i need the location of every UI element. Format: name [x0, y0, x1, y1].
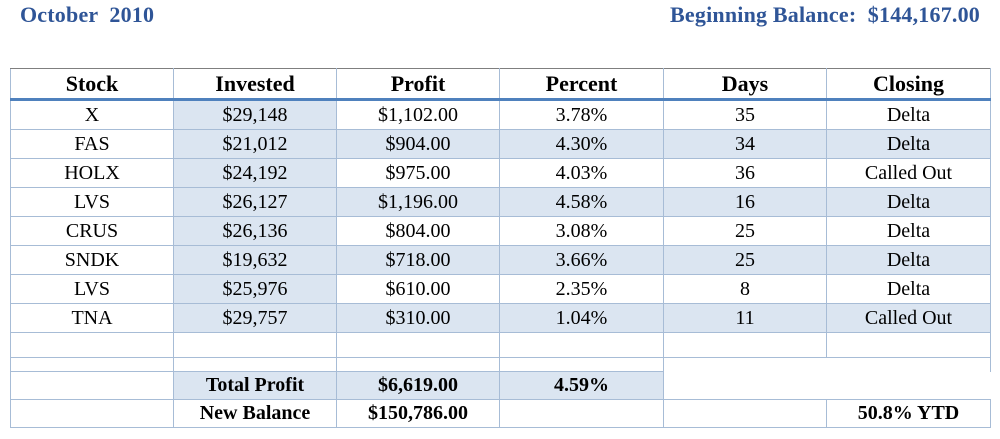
- blank-cell: [11, 400, 174, 428]
- beginning-balance-value: $144,167.00: [868, 2, 980, 27]
- days-cell: 16: [664, 188, 827, 217]
- stock-cell: LVS: [11, 188, 174, 217]
- trades-table: Stock Invested Profit Percent Days Closi…: [10, 68, 991, 428]
- profit-cell: $610.00: [337, 275, 500, 304]
- stock-cell: TNA: [11, 304, 174, 333]
- invested-cell: $26,127: [174, 188, 337, 217]
- percent-cell: 1.04%: [500, 304, 664, 333]
- invested-cell: $25,976: [174, 275, 337, 304]
- period-title: October 2010: [20, 2, 154, 28]
- blank-cell: [500, 333, 664, 358]
- profit-cell: $904.00: [337, 130, 500, 159]
- new-balance-label: New Balance: [174, 400, 337, 428]
- table-row: X $29,148 $1,102.00 3.78% 35 Delta: [11, 100, 991, 130]
- days-cell: 35: [664, 100, 827, 130]
- blank-cell: [337, 358, 500, 372]
- blank-cell: [11, 358, 174, 372]
- blank-cell: [500, 400, 664, 428]
- new-balance-row: New Balance $150,786.00 50.8% YTD: [11, 400, 991, 428]
- blank-row: [11, 358, 991, 372]
- closing-cell: Delta: [827, 100, 991, 130]
- blank-cell: [11, 333, 174, 358]
- blank-cell: [664, 358, 991, 372]
- beginning-balance: Beginning Balance: $144,167.00: [670, 2, 980, 28]
- invested-cell: $24,192: [174, 159, 337, 188]
- percent-cell: 3.08%: [500, 217, 664, 246]
- profit-cell: $975.00: [337, 159, 500, 188]
- new-balance-value: $150,786.00: [337, 400, 500, 428]
- profit-cell: $1,196.00: [337, 188, 500, 217]
- column-header-days: Days: [664, 69, 827, 100]
- column-header-stock: Stock: [11, 69, 174, 100]
- stock-cell: LVS: [11, 275, 174, 304]
- days-cell: 36: [664, 159, 827, 188]
- blank-cell: [337, 333, 500, 358]
- percent-cell: 3.66%: [500, 246, 664, 275]
- blank-cell: [664, 333, 827, 358]
- column-header-invested: Invested: [174, 69, 337, 100]
- column-header-profit: Profit: [337, 69, 500, 100]
- percent-cell: 3.78%: [500, 100, 664, 130]
- percent-cell: 4.30%: [500, 130, 664, 159]
- days-cell: 25: [664, 217, 827, 246]
- days-cell: 25: [664, 246, 827, 275]
- stock-cell: SNDK: [11, 246, 174, 275]
- table-row: FAS $21,012 $904.00 4.30% 34 Delta: [11, 130, 991, 159]
- days-cell: 8: [664, 275, 827, 304]
- profit-cell: $718.00: [337, 246, 500, 275]
- stock-cell: CRUS: [11, 217, 174, 246]
- table-row: TNA $29,757 $310.00 1.04% 11 Called Out: [11, 304, 991, 333]
- total-profit-row: Total Profit $6,619.00 4.59%: [11, 372, 991, 400]
- percent-cell: 4.58%: [500, 188, 664, 217]
- stock-cell: X: [11, 100, 174, 130]
- header-row: Stock Invested Profit Percent Days Closi…: [11, 69, 991, 100]
- closing-cell: Delta: [827, 246, 991, 275]
- percent-cell: 2.35%: [500, 275, 664, 304]
- blank-cell: [174, 358, 337, 372]
- blank-cell: [174, 333, 337, 358]
- beginning-balance-label: Beginning Balance:: [670, 2, 856, 27]
- closing-cell: Delta: [827, 188, 991, 217]
- percent-cell: 4.03%: [500, 159, 664, 188]
- invested-cell: $29,148: [174, 100, 337, 130]
- days-cell: 34: [664, 130, 827, 159]
- blank-cell: [500, 358, 664, 372]
- column-header-closing: Closing: [827, 69, 991, 100]
- invested-cell: $21,012: [174, 130, 337, 159]
- closing-cell: Called Out: [827, 304, 991, 333]
- blank-row: [11, 333, 991, 358]
- total-profit-value: $6,619.00: [337, 372, 500, 400]
- closing-cell: Delta: [827, 130, 991, 159]
- ytd-value: 50.8% YTD: [827, 400, 991, 428]
- table-row: CRUS $26,136 $804.00 3.08% 25 Delta: [11, 217, 991, 246]
- closing-cell: Delta: [827, 217, 991, 246]
- invested-cell: $29,757: [174, 304, 337, 333]
- total-profit-label: Total Profit: [174, 372, 337, 400]
- table-row: LVS $25,976 $610.00 2.35% 8 Delta: [11, 275, 991, 304]
- blank-cell: [827, 333, 991, 358]
- table-row: LVS $26,127 $1,196.00 4.58% 16 Delta: [11, 188, 991, 217]
- profit-cell: $1,102.00: [337, 100, 500, 130]
- blank-cell: [11, 372, 174, 400]
- closing-cell: Delta: [827, 275, 991, 304]
- blank-cell: [664, 400, 827, 428]
- total-profit-percent: 4.59%: [500, 372, 664, 400]
- closing-cell: Called Out: [827, 159, 991, 188]
- invested-cell: $19,632: [174, 246, 337, 275]
- profit-cell: $310.00: [337, 304, 500, 333]
- days-cell: 11: [664, 304, 827, 333]
- blank-cell: [664, 372, 991, 400]
- stock-cell: HOLX: [11, 159, 174, 188]
- invested-cell: $26,136: [174, 217, 337, 246]
- stock-cell: FAS: [11, 130, 174, 159]
- table-row: HOLX $24,192 $975.00 4.03% 36 Called Out: [11, 159, 991, 188]
- table-row: SNDK $19,632 $718.00 3.66% 25 Delta: [11, 246, 991, 275]
- profit-cell: $804.00: [337, 217, 500, 246]
- column-header-percent: Percent: [500, 69, 664, 100]
